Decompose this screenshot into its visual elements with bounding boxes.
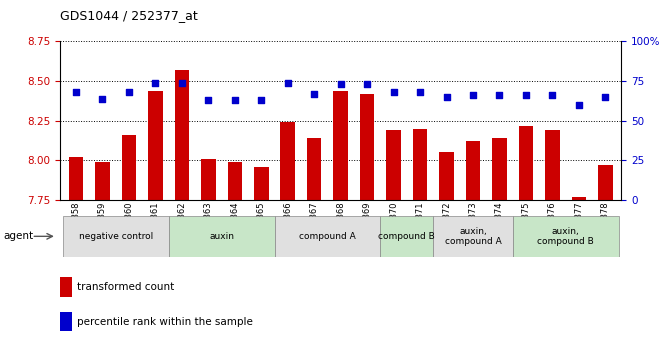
Point (335, 81, 346, 87)
Text: auxin,
compound A: auxin, compound A (445, 227, 502, 246)
Point (150, 80, 161, 86)
Point (547, 92, 558, 98)
Bar (281, 122, 295, 200)
Point (203, 97, 214, 103)
Bar (148, 91, 163, 200)
Bar (96, 162, 110, 200)
Point (309, 91, 319, 97)
Bar (201, 159, 216, 200)
Bar (360, 94, 375, 200)
Point (97, 96, 108, 101)
Bar (63, 216, 168, 257)
Text: auxin,
compound B: auxin, compound B (537, 227, 594, 246)
Point (388, 89, 399, 95)
Bar (168, 216, 275, 257)
Bar (518, 126, 533, 200)
Point (520, 92, 531, 98)
Point (176, 80, 187, 86)
Bar (333, 91, 348, 200)
Bar (122, 135, 136, 200)
Bar (466, 141, 480, 200)
Bar (413, 129, 428, 200)
Text: GDS1044 / 252377_at: GDS1044 / 252377_at (60, 9, 198, 22)
Point (415, 89, 426, 95)
Bar (307, 138, 321, 200)
Bar (386, 130, 401, 200)
Text: percentile rank within the sample: percentile rank within the sample (77, 317, 253, 326)
Text: compound A: compound A (299, 232, 356, 241)
Point (71, 89, 81, 95)
Bar (545, 130, 560, 200)
Text: agent: agent (3, 231, 33, 241)
Point (256, 97, 267, 103)
Bar (275, 216, 380, 257)
Point (230, 97, 240, 103)
Point (494, 92, 505, 98)
Bar (69, 157, 84, 200)
Point (124, 89, 134, 95)
Bar (60, 312, 72, 331)
Point (600, 94, 611, 100)
Bar (440, 152, 454, 200)
Text: transformed count: transformed count (77, 282, 174, 292)
Point (441, 94, 452, 100)
Text: compound B: compound B (379, 232, 436, 241)
Point (362, 81, 373, 87)
Bar (513, 216, 619, 257)
Bar (492, 138, 507, 200)
Text: auxin: auxin (209, 232, 234, 241)
Point (574, 102, 584, 108)
Bar (174, 70, 189, 200)
Bar (598, 165, 613, 200)
Bar (60, 277, 72, 297)
Point (468, 92, 478, 98)
Point (283, 80, 293, 86)
Bar (254, 167, 269, 200)
Bar (228, 162, 242, 200)
Text: negative control: negative control (79, 232, 153, 241)
Bar (380, 216, 434, 257)
Bar (434, 216, 513, 257)
Bar (572, 197, 587, 200)
